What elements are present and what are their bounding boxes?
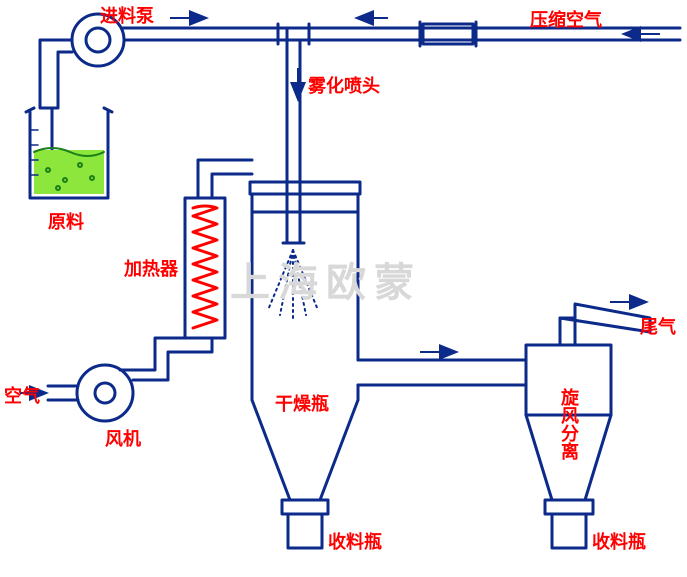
label-collector-2: 收料瓶 (592, 528, 646, 554)
label-feed-pump: 进料泵 (100, 2, 154, 28)
label-blower: 风机 (105, 425, 141, 451)
label-atomizer: 雾化喷头 (308, 72, 380, 98)
watermark: 上海欧蒙 (230, 250, 422, 308)
label-raw-material: 原料 (48, 208, 84, 234)
label-compressed-air: 压缩空气 (530, 6, 602, 32)
label-heater: 加热器 (124, 255, 178, 281)
label-air: 空气 (4, 382, 40, 408)
label-drying-bottle: 干燥瓶 (275, 390, 329, 416)
label-cyclone: 旋风分离 (560, 388, 578, 460)
label-exhaust: 尾气 (640, 313, 676, 339)
label-collector-1: 收料瓶 (328, 528, 382, 554)
